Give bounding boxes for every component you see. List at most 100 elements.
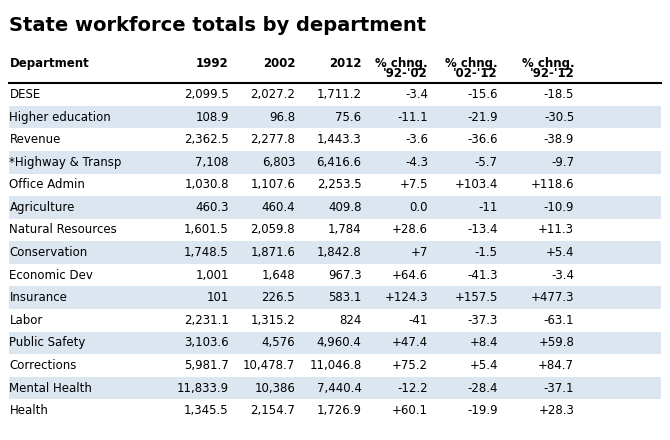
Text: 6,803: 6,803 bbox=[262, 156, 295, 169]
Text: 2002: 2002 bbox=[263, 57, 295, 70]
Text: 967.3: 967.3 bbox=[328, 269, 362, 282]
Text: % chng.: % chng. bbox=[375, 57, 428, 70]
Text: Natural Resources: Natural Resources bbox=[9, 224, 117, 236]
Text: +47.4: +47.4 bbox=[392, 337, 428, 349]
Text: 2,027.2: 2,027.2 bbox=[251, 88, 295, 101]
Text: +103.4: +103.4 bbox=[454, 178, 498, 191]
Text: '02-'12: '02-'12 bbox=[453, 67, 498, 80]
Text: +28.3: +28.3 bbox=[538, 404, 574, 417]
Text: Economic Dev: Economic Dev bbox=[9, 269, 93, 282]
Text: -38.9: -38.9 bbox=[544, 133, 574, 146]
Text: 1,030.8: 1,030.8 bbox=[184, 178, 228, 191]
Text: Revenue: Revenue bbox=[9, 133, 61, 146]
Text: 3,103.6: 3,103.6 bbox=[184, 337, 228, 349]
Text: +64.6: +64.6 bbox=[392, 269, 428, 282]
Text: -3.4: -3.4 bbox=[405, 88, 428, 101]
Text: -28.4: -28.4 bbox=[467, 381, 498, 395]
Text: State workforce totals by department: State workforce totals by department bbox=[9, 16, 427, 35]
Text: 7,440.4: 7,440.4 bbox=[317, 381, 362, 395]
Text: +84.7: +84.7 bbox=[538, 359, 574, 372]
Text: +157.5: +157.5 bbox=[454, 291, 498, 304]
Text: 2,277.8: 2,277.8 bbox=[251, 133, 295, 146]
Text: 2,099.5: 2,099.5 bbox=[184, 88, 228, 101]
Text: 1,001: 1,001 bbox=[195, 269, 228, 282]
Text: '92-'02: '92-'02 bbox=[383, 67, 428, 80]
Text: -9.7: -9.7 bbox=[551, 156, 574, 169]
Text: % chng.: % chng. bbox=[445, 57, 498, 70]
Text: -37.1: -37.1 bbox=[543, 381, 574, 395]
Text: 460.3: 460.3 bbox=[195, 201, 228, 214]
Text: 460.4: 460.4 bbox=[261, 201, 295, 214]
Text: 2,362.5: 2,362.5 bbox=[184, 133, 228, 146]
Text: 1,748.5: 1,748.5 bbox=[184, 246, 228, 259]
Text: 1,711.2: 1,711.2 bbox=[317, 88, 362, 101]
Text: +7: +7 bbox=[411, 246, 428, 259]
Text: +8.4: +8.4 bbox=[469, 337, 498, 349]
Text: -12.2: -12.2 bbox=[397, 381, 428, 395]
Text: +28.6: +28.6 bbox=[392, 224, 428, 236]
Text: 7,108: 7,108 bbox=[195, 156, 228, 169]
Text: -11.1: -11.1 bbox=[397, 110, 428, 124]
Bar bbox=[9, 196, 661, 219]
Text: -30.5: -30.5 bbox=[544, 110, 574, 124]
Text: Higher education: Higher education bbox=[9, 110, 111, 124]
Text: 75.6: 75.6 bbox=[336, 110, 362, 124]
Text: 11,046.8: 11,046.8 bbox=[310, 359, 362, 372]
Text: -3.4: -3.4 bbox=[551, 269, 574, 282]
Bar bbox=[9, 106, 661, 128]
Text: Mental Health: Mental Health bbox=[9, 381, 92, 395]
Text: Conservation: Conservation bbox=[9, 246, 88, 259]
Text: -21.9: -21.9 bbox=[467, 110, 498, 124]
Text: 4,576: 4,576 bbox=[261, 337, 295, 349]
Text: +60.1: +60.1 bbox=[392, 404, 428, 417]
Text: -36.6: -36.6 bbox=[467, 133, 498, 146]
Text: -4.3: -4.3 bbox=[405, 156, 428, 169]
Text: 1,601.5: 1,601.5 bbox=[184, 224, 228, 236]
Text: +7.5: +7.5 bbox=[399, 178, 428, 191]
Text: +118.6: +118.6 bbox=[531, 178, 574, 191]
Text: 824: 824 bbox=[339, 314, 362, 327]
Text: 583.1: 583.1 bbox=[328, 291, 362, 304]
Text: 2,253.5: 2,253.5 bbox=[317, 178, 362, 191]
Text: 409.8: 409.8 bbox=[328, 201, 362, 214]
Text: +5.4: +5.4 bbox=[469, 359, 498, 372]
Text: +124.3: +124.3 bbox=[385, 291, 428, 304]
Text: 96.8: 96.8 bbox=[269, 110, 295, 124]
Text: 5,981.7: 5,981.7 bbox=[184, 359, 228, 372]
Text: 101: 101 bbox=[206, 291, 228, 304]
Text: DESE: DESE bbox=[9, 88, 41, 101]
Text: +59.8: +59.8 bbox=[538, 337, 574, 349]
Text: Labor: Labor bbox=[9, 314, 43, 327]
Text: -37.3: -37.3 bbox=[468, 314, 498, 327]
Text: Public Safety: Public Safety bbox=[9, 337, 86, 349]
Text: 2012: 2012 bbox=[329, 57, 362, 70]
Text: *Highway & Transp: *Highway & Transp bbox=[9, 156, 122, 169]
Text: 10,478.7: 10,478.7 bbox=[243, 359, 295, 372]
Text: 0.0: 0.0 bbox=[409, 201, 428, 214]
Text: Corrections: Corrections bbox=[9, 359, 77, 372]
Text: 1992: 1992 bbox=[196, 57, 228, 70]
Text: 1,345.5: 1,345.5 bbox=[184, 404, 228, 417]
Text: -41.3: -41.3 bbox=[467, 269, 498, 282]
Text: 2,231.1: 2,231.1 bbox=[184, 314, 228, 327]
Text: 1,784: 1,784 bbox=[328, 224, 362, 236]
Text: 108.9: 108.9 bbox=[195, 110, 228, 124]
Text: 2,154.7: 2,154.7 bbox=[251, 404, 295, 417]
Text: % chng.: % chng. bbox=[521, 57, 574, 70]
Text: -11: -11 bbox=[478, 201, 498, 214]
Text: -63.1: -63.1 bbox=[543, 314, 574, 327]
Text: 1,443.3: 1,443.3 bbox=[317, 133, 362, 146]
Text: 226.5: 226.5 bbox=[261, 291, 295, 304]
Text: -5.7: -5.7 bbox=[475, 156, 498, 169]
Text: -10.9: -10.9 bbox=[543, 201, 574, 214]
Text: 6,416.6: 6,416.6 bbox=[317, 156, 362, 169]
Text: +5.4: +5.4 bbox=[545, 246, 574, 259]
Text: 1,648: 1,648 bbox=[261, 269, 295, 282]
Text: +477.3: +477.3 bbox=[531, 291, 574, 304]
Text: '92-'12: '92-'12 bbox=[529, 67, 574, 80]
Text: Department: Department bbox=[9, 57, 89, 70]
Text: 4,960.4: 4,960.4 bbox=[317, 337, 362, 349]
Text: 1,842.8: 1,842.8 bbox=[317, 246, 362, 259]
Text: -18.5: -18.5 bbox=[544, 88, 574, 101]
Bar bbox=[9, 151, 661, 173]
